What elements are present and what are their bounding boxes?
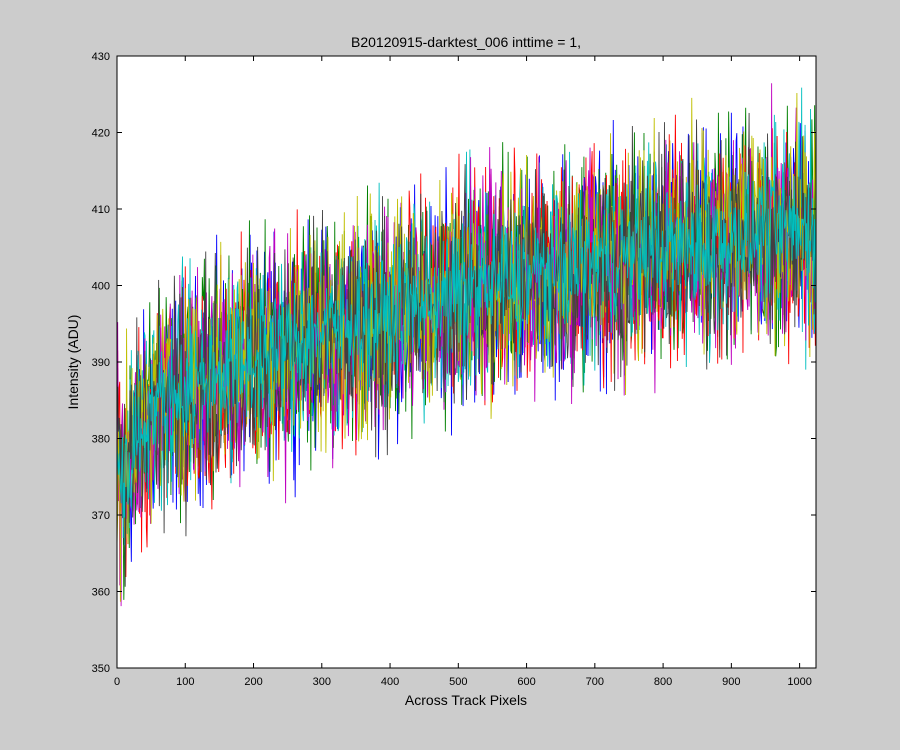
y-tick-label: 400 <box>92 281 110 293</box>
y-tick-label: 360 <box>92 587 110 599</box>
x-tick-label: 300 <box>313 676 331 688</box>
y-axis-ticks: 350 360 370 380 390 400 410 420 430 <box>92 51 816 675</box>
x-tick-label: 800 <box>654 676 672 688</box>
chart-title: B20120915-darktest_006 inttime = 1, <box>351 34 581 50</box>
x-tick-label: 0 <box>114 676 120 688</box>
x-axis-ticks: 0 100 200 300 400 500 600 700 800 900 1000 <box>114 56 812 688</box>
x-tick-label: 400 <box>381 676 399 688</box>
x-tick-label: 100 <box>176 676 194 688</box>
y-tick-label: 350 <box>92 663 110 675</box>
series-layer <box>116 83 817 607</box>
x-tick-label: 700 <box>586 676 604 688</box>
x-tick-label: 500 <box>449 676 467 688</box>
x-tick-label: 600 <box>517 676 535 688</box>
series-line-8 <box>116 158 817 538</box>
x-tick-label: 900 <box>722 676 740 688</box>
x-axis-label: Across Track Pixels <box>405 692 527 708</box>
y-tick-label: 380 <box>92 434 110 446</box>
x-tick-label: 200 <box>244 676 262 688</box>
y-tick-label: 390 <box>92 357 110 369</box>
y-tick-label: 370 <box>92 510 110 522</box>
y-axis-label: Intensity (ADU) <box>65 315 81 410</box>
x-tick-label: 1000 <box>787 676 811 688</box>
y-tick-label: 410 <box>92 204 110 216</box>
y-tick-label: 420 <box>92 128 110 140</box>
y-tick-label: 430 <box>92 51 110 63</box>
